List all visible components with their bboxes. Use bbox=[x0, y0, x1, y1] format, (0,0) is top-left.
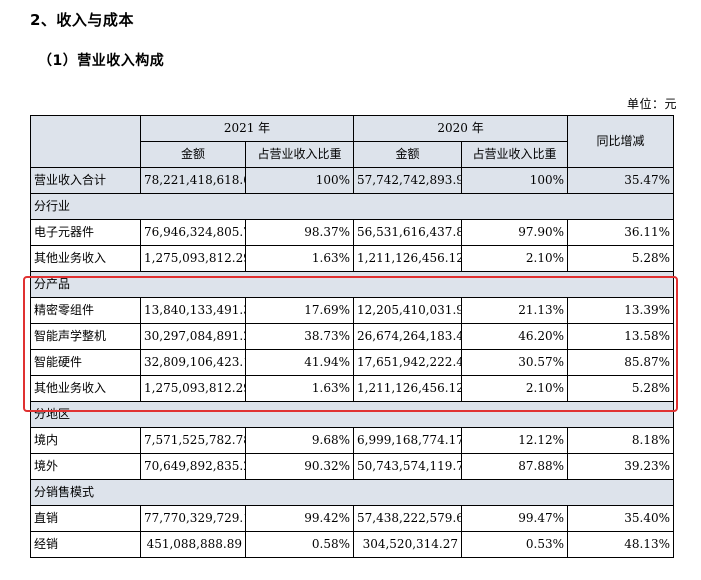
amount-2020: 1,211,126,456.12 bbox=[353, 245, 463, 272]
table-row-total: 营业收入合计 78,221,418,618.02 100% 57,742,742… bbox=[30, 167, 675, 194]
sub-heading: （1）营业收入构成 bbox=[38, 53, 165, 69]
ratio-2021: 1.63% bbox=[244, 375, 355, 402]
row-label: 营业收入合计 bbox=[30, 167, 141, 194]
amount-2020: 12,205,410,031.94 bbox=[353, 297, 463, 324]
section-label: 分产品 bbox=[29, 271, 675, 298]
header-row-columns: 金额 占营业收入比重 金额 占营业收入比重 bbox=[30, 141, 674, 168]
row-label: 其他业务收入 bbox=[30, 375, 141, 402]
ratio-2020: 2.10% bbox=[461, 375, 569, 402]
amount-2020: 6,999,168,774.17 bbox=[353, 427, 463, 454]
amount-2021: 1,275,093,812.29 bbox=[140, 375, 246, 402]
header-amount-2021: 金额 bbox=[140, 141, 246, 168]
amount-2020: 50,743,574,119.79 bbox=[353, 453, 463, 480]
table-row: 经销 451,088,888.89 0.58% 304,520,314.27 0… bbox=[30, 531, 675, 558]
row-label: 智能硬件 bbox=[30, 349, 141, 376]
yoy-change: 5.28% bbox=[567, 375, 675, 402]
amount-2021: 1,275,093,812.29 bbox=[140, 245, 246, 272]
header-row-years: 2021 年 2020 年 同比增减 bbox=[30, 115, 675, 168]
row-label: 经销 bbox=[30, 531, 141, 558]
ratio-2020: 100% bbox=[461, 167, 569, 194]
ratio-2021: 17.69% bbox=[244, 297, 355, 324]
section-row-region: 分地区 bbox=[29, 401, 675, 428]
amount-2021: 70,649,892,835.24 bbox=[140, 453, 246, 480]
ratio-2020: 46.20% bbox=[461, 323, 569, 350]
ratio-2020: 12.12% bbox=[461, 427, 569, 454]
amount-2020: 57,742,742,893.96 bbox=[353, 167, 463, 194]
ratio-2020: 0.53% bbox=[461, 531, 569, 558]
amount-2021: 7,571,525,782.78 bbox=[140, 427, 246, 454]
ratio-2021: 1.63% bbox=[244, 245, 355, 272]
header-ratio-2020: 占营业收入比重 bbox=[461, 141, 569, 168]
table-row: 智能声学整机 30,297,084,891.23 38.73% 26,674,2… bbox=[30, 323, 675, 350]
row-label: 境内 bbox=[30, 427, 141, 454]
header-2020: 2020 年 bbox=[353, 115, 569, 142]
amount-2021: 78,221,418,618.02 bbox=[140, 167, 246, 194]
yoy-change: 85.87% bbox=[567, 349, 675, 376]
row-label: 智能声学整机 bbox=[30, 323, 141, 350]
ratio-2021: 99.42% bbox=[244, 505, 355, 532]
ratio-2020: 87.88% bbox=[461, 453, 569, 480]
ratio-2021: 100% bbox=[244, 167, 355, 194]
section-label: 分行业 bbox=[29, 193, 675, 220]
yoy-change: 13.58% bbox=[567, 323, 675, 350]
header-blank-cell bbox=[30, 115, 141, 168]
yoy-change: 48.13% bbox=[567, 531, 675, 558]
row-label: 精密零组件 bbox=[30, 297, 141, 324]
table-row: 其他业务收入 1,275,093,812.29 1.63% 1,211,126,… bbox=[30, 375, 675, 402]
ratio-2021: 41.94% bbox=[244, 349, 355, 376]
table-row: 直销 77,770,329,729.13 99.42% 57,438,222,5… bbox=[30, 505, 675, 532]
amount-2020: 57,438,222,579.69 bbox=[353, 505, 463, 532]
ratio-2020: 30.57% bbox=[461, 349, 569, 376]
amount-2020: 26,674,264,183.42 bbox=[353, 323, 463, 350]
amount-2020: 56,531,616,437.84 bbox=[353, 219, 463, 246]
section-heading: 2、收入与成本 bbox=[30, 11, 134, 29]
header-2021: 2021 年 bbox=[139, 115, 355, 142]
amount-2020: 304,520,314.27 bbox=[353, 531, 463, 558]
section-row-product: 分产品 bbox=[29, 271, 675, 298]
ratio-2020: 21.13% bbox=[461, 297, 569, 324]
amount-2021: 13,840,133,491.33 bbox=[140, 297, 246, 324]
ratio-2021: 0.58% bbox=[244, 531, 355, 558]
amount-2021: 77,770,329,729.13 bbox=[140, 505, 246, 532]
section-label: 分销售模式 bbox=[29, 479, 675, 506]
row-label: 其他业务收入 bbox=[30, 245, 141, 272]
row-label: 电子元器件 bbox=[30, 219, 141, 246]
yoy-change: 8.18% bbox=[567, 427, 675, 454]
amount-2021: 451,088,888.89 bbox=[140, 531, 246, 558]
table-row: 电子元器件 76,946,324,805.73 98.37% 56,531,61… bbox=[30, 219, 675, 246]
section-row-industry: 分行业 bbox=[29, 193, 675, 220]
row-label: 直销 bbox=[30, 505, 141, 532]
table-row: 智能硬件 32,809,106,423.17 41.94% 17,651,942… bbox=[30, 349, 675, 376]
table-row: 精密零组件 13,840,133,491.33 17.69% 12,205,41… bbox=[30, 297, 675, 324]
ratio-2020: 2.10% bbox=[461, 245, 569, 272]
table-row: 境外 70,649,892,835.24 90.32% 50,743,574,1… bbox=[30, 453, 675, 480]
yoy-change: 35.47% bbox=[567, 167, 675, 194]
ratio-2020: 97.90% bbox=[461, 219, 569, 246]
header-amount-2020: 金额 bbox=[353, 141, 463, 168]
header-ratio-2021: 占营业收入比重 bbox=[244, 141, 355, 168]
section-row-sales-mode: 分销售模式 bbox=[29, 479, 675, 506]
ratio-2020: 99.47% bbox=[461, 505, 569, 532]
unit-label: 单位：元 bbox=[626, 97, 677, 111]
header-yoy: 同比增减 bbox=[567, 115, 675, 168]
amount-2020: 17,651,942,222.48 bbox=[353, 349, 463, 376]
amount-2021: 30,297,084,891.23 bbox=[140, 323, 246, 350]
ratio-2021: 98.37% bbox=[244, 219, 355, 246]
section-label: 分地区 bbox=[29, 401, 675, 428]
yoy-change: 13.39% bbox=[567, 297, 675, 324]
ratio-2021: 90.32% bbox=[244, 453, 355, 480]
amount-2020: 1,211,126,456.12 bbox=[353, 375, 463, 402]
amount-2021: 76,946,324,805.73 bbox=[140, 219, 246, 246]
amount-2021: 32,809,106,423.17 bbox=[140, 349, 246, 376]
yoy-change: 35.40% bbox=[567, 505, 675, 532]
table-row: 境内 7,571,525,782.78 9.68% 6,999,168,774.… bbox=[30, 427, 675, 454]
table-row: 其他业务收入 1,275,093,812.29 1.63% 1,211,126,… bbox=[30, 245, 675, 272]
revenue-table: 2021 年 2020 年 同比增减 金额 占营业收入比重 金额 占营业收入比重… bbox=[29, 115, 675, 558]
ratio-2021: 9.68% bbox=[244, 427, 355, 454]
yoy-change: 36.11% bbox=[567, 219, 675, 246]
ratio-2021: 38.73% bbox=[244, 323, 355, 350]
yoy-change: 5.28% bbox=[567, 245, 675, 272]
yoy-change: 39.23% bbox=[567, 453, 675, 480]
row-label: 境外 bbox=[30, 453, 141, 480]
